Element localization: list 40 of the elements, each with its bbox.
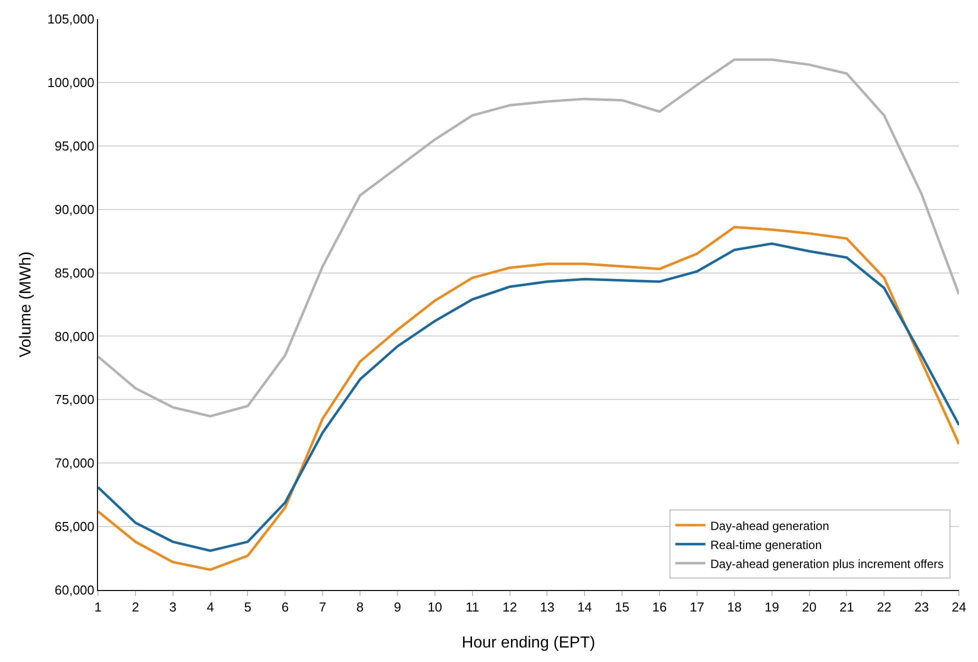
x-tick-label: 24: [952, 600, 966, 615]
y-tick-label: 70,000: [54, 456, 94, 471]
y-tick-label: 105,000: [47, 12, 94, 27]
y-tick-label: 95,000: [54, 138, 94, 154]
y-tick-label: 60,000: [54, 582, 94, 598]
x-tick-label: 11: [466, 600, 480, 615]
y-axis-title: Volume (MWh): [17, 252, 34, 358]
x-axis-title: Hour ending (EPT): [462, 634, 596, 652]
x-tick-label: 9: [394, 600, 402, 615]
x-tick-label: 4: [206, 600, 214, 615]
x-tick-label: 23: [914, 600, 929, 615]
x-tick-label: 22: [876, 600, 892, 615]
legend-label: Real-time generation: [710, 538, 822, 552]
x-tick-label: 17: [690, 600, 704, 615]
x-tick-label: 18: [727, 600, 742, 615]
x-tick-label: 21: [839, 600, 854, 615]
x-tick-label: 10: [428, 600, 442, 615]
x-tick-label: 5: [244, 600, 252, 615]
x-tick-label: 19: [764, 600, 780, 615]
x-tick-label: 15: [614, 600, 630, 615]
x-tick-label: 13: [540, 600, 554, 615]
y-tick-label: 65,000: [54, 519, 94, 534]
line-series: [98, 58, 959, 418]
x-tick-label: 8: [356, 600, 364, 615]
x-tick-label: 6: [282, 600, 289, 615]
legend-label: Day-ahead generation plus increment offers: [710, 556, 944, 571]
y-tick-label: 90,000: [54, 202, 94, 217]
y-tick-label: 75,000: [54, 392, 94, 408]
x-tick-label: 1: [94, 600, 102, 615]
x-tick-label: 12: [502, 600, 518, 615]
legend-label: Day-ahead generation: [710, 518, 830, 533]
x-tick-label: 20: [802, 600, 816, 615]
y-tick-label: 80,000: [54, 328, 94, 344]
x-tick-label: 3: [169, 600, 176, 615]
x-tick-label: 2: [132, 600, 140, 615]
y-tick-label: 85,000: [54, 265, 94, 280]
x-tick-label: 7: [318, 600, 326, 615]
x-tick-label: 16: [652, 600, 667, 615]
y-tick-label: 100,000: [47, 74, 94, 90]
x-tick-label: 14: [577, 600, 592, 615]
